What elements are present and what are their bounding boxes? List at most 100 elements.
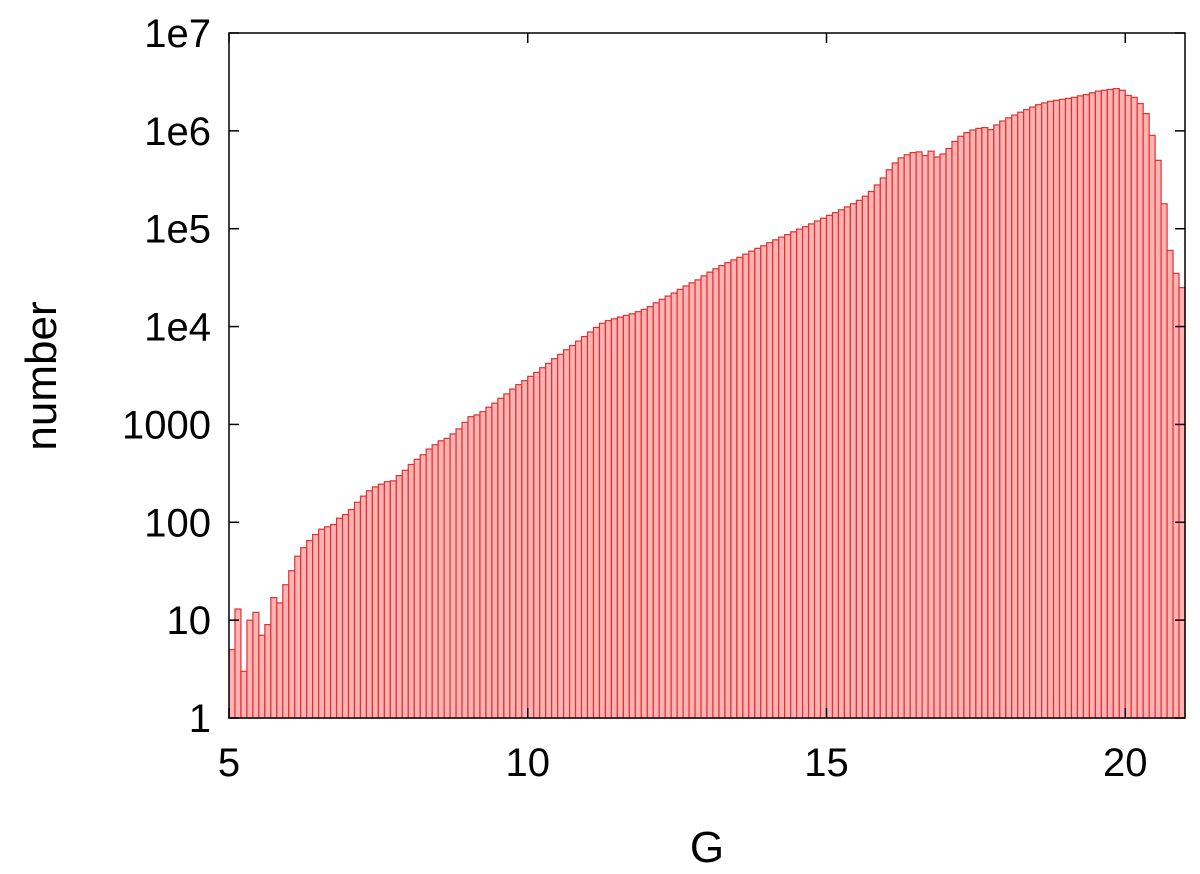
bar (885, 169, 893, 719)
bar (796, 228, 804, 719)
bar (419, 454, 427, 719)
bar (425, 448, 433, 719)
bar (909, 151, 917, 719)
bar (939, 153, 947, 719)
bar (736, 256, 744, 719)
bar (234, 608, 242, 719)
bar (1040, 102, 1049, 719)
bar (867, 190, 875, 719)
y-tick-label: 1e7 (144, 12, 211, 56)
bar (801, 226, 810, 719)
bar (539, 367, 547, 719)
bar (1088, 92, 1096, 719)
x-tick-label: 5 (218, 741, 240, 785)
bar (324, 526, 332, 719)
bar (371, 486, 379, 719)
bar (335, 517, 344, 719)
bar (431, 444, 439, 719)
bar (1118, 89, 1126, 719)
bar (461, 421, 469, 719)
bar (628, 313, 636, 719)
bar (981, 126, 989, 719)
bar (813, 220, 822, 719)
bar (616, 316, 624, 719)
bar (1166, 249, 1174, 719)
bar (1124, 94, 1132, 719)
bar (1154, 159, 1162, 719)
bar (586, 331, 595, 719)
bar (772, 239, 780, 719)
bar (1112, 88, 1120, 719)
bar (700, 275, 708, 719)
y-tick-label: 1 (189, 697, 211, 741)
bar (389, 480, 397, 719)
bar (843, 206, 851, 719)
bar (664, 295, 672, 719)
bar (252, 611, 260, 719)
bar (1029, 106, 1037, 719)
bar (347, 508, 356, 719)
bar (491, 402, 499, 719)
x-tick-label: 10 (506, 741, 551, 785)
bar (903, 154, 911, 719)
bar (622, 314, 630, 719)
bar (527, 375, 535, 719)
bar (1082, 93, 1091, 719)
bar (784, 234, 792, 719)
bar (1094, 90, 1102, 719)
bar (766, 242, 774, 719)
bar (1017, 111, 1025, 719)
bar (580, 335, 589, 719)
bar (921, 154, 929, 719)
bar (1148, 134, 1156, 719)
bar (533, 371, 541, 719)
bar (933, 156, 941, 719)
bar (969, 129, 977, 719)
bar (455, 428, 463, 719)
bar (503, 393, 511, 719)
bar (778, 236, 786, 719)
bar (837, 209, 846, 719)
bar (646, 305, 654, 719)
bar (300, 547, 308, 719)
bar (855, 199, 863, 719)
bar (1160, 203, 1168, 719)
bar (395, 474, 403, 719)
y-tick-label: 10 (167, 599, 212, 643)
bar (957, 135, 965, 719)
bar (1070, 96, 1079, 719)
bar (545, 362, 553, 719)
bar (353, 501, 362, 719)
bar (329, 523, 338, 719)
bar (1142, 113, 1150, 719)
bar (748, 250, 756, 719)
bar (1136, 102, 1144, 719)
bar (485, 406, 493, 719)
bar (1106, 88, 1114, 719)
bar (987, 129, 995, 719)
bar (831, 212, 840, 719)
bar (1035, 104, 1043, 719)
bar (509, 388, 517, 719)
x-tick-label: 15 (804, 741, 849, 785)
bar (730, 259, 738, 719)
bar (1100, 89, 1108, 719)
bar (497, 397, 505, 719)
bar (694, 279, 702, 719)
bar (1023, 108, 1031, 719)
bar (927, 150, 935, 719)
bar (1064, 97, 1073, 719)
bar (670, 292, 678, 719)
bar (294, 555, 302, 719)
bar (515, 384, 523, 719)
bar (437, 440, 445, 719)
bar (592, 326, 601, 719)
bar (1058, 98, 1067, 719)
bar (891, 162, 899, 719)
bar (652, 302, 660, 719)
bar (359, 495, 368, 719)
bar (521, 380, 529, 719)
bar (658, 298, 666, 719)
bar (825, 214, 834, 719)
